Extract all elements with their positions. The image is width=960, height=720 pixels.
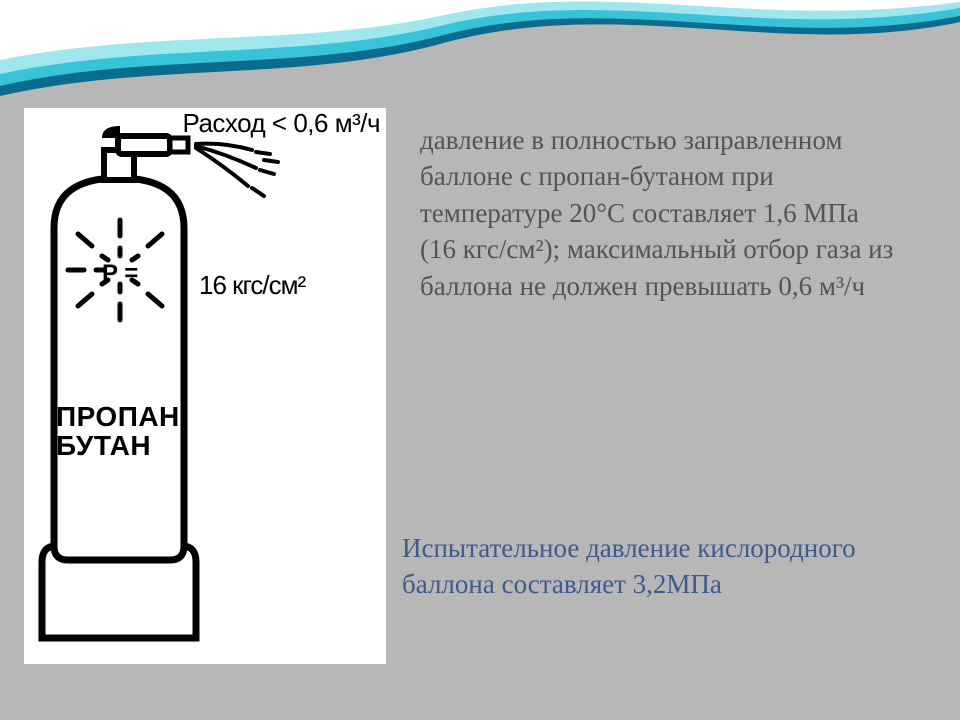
flow-rate-label: Расход < 0,6 м³/ч (182, 108, 380, 139)
p-equals-marker: P = (102, 260, 138, 288)
cylinder-label-line1: ПРОПАН (56, 401, 180, 432)
main-paragraph: давление в полностью заправленном баллон… (420, 122, 900, 304)
cylinder-text-label: ПРОПАН БУТАН (56, 402, 180, 461)
slide-content: Расход < 0,6 м³/ч 16 кгс/см² P = ПРОПАН … (0, 0, 960, 720)
cylinder-label-line2: БУТАН (56, 430, 151, 461)
slide: Расход < 0,6 м³/ч 16 кгс/см² P = ПРОПАН … (0, 0, 960, 720)
cylinder-diagram: Расход < 0,6 м³/ч 16 кгс/см² P = ПРОПАН … (24, 108, 386, 664)
pressure-label: 16 кгс/см² (199, 270, 305, 301)
footer-paragraph: Испытательное давление кислородного балл… (402, 530, 922, 603)
cylinder-svg (24, 108, 386, 664)
